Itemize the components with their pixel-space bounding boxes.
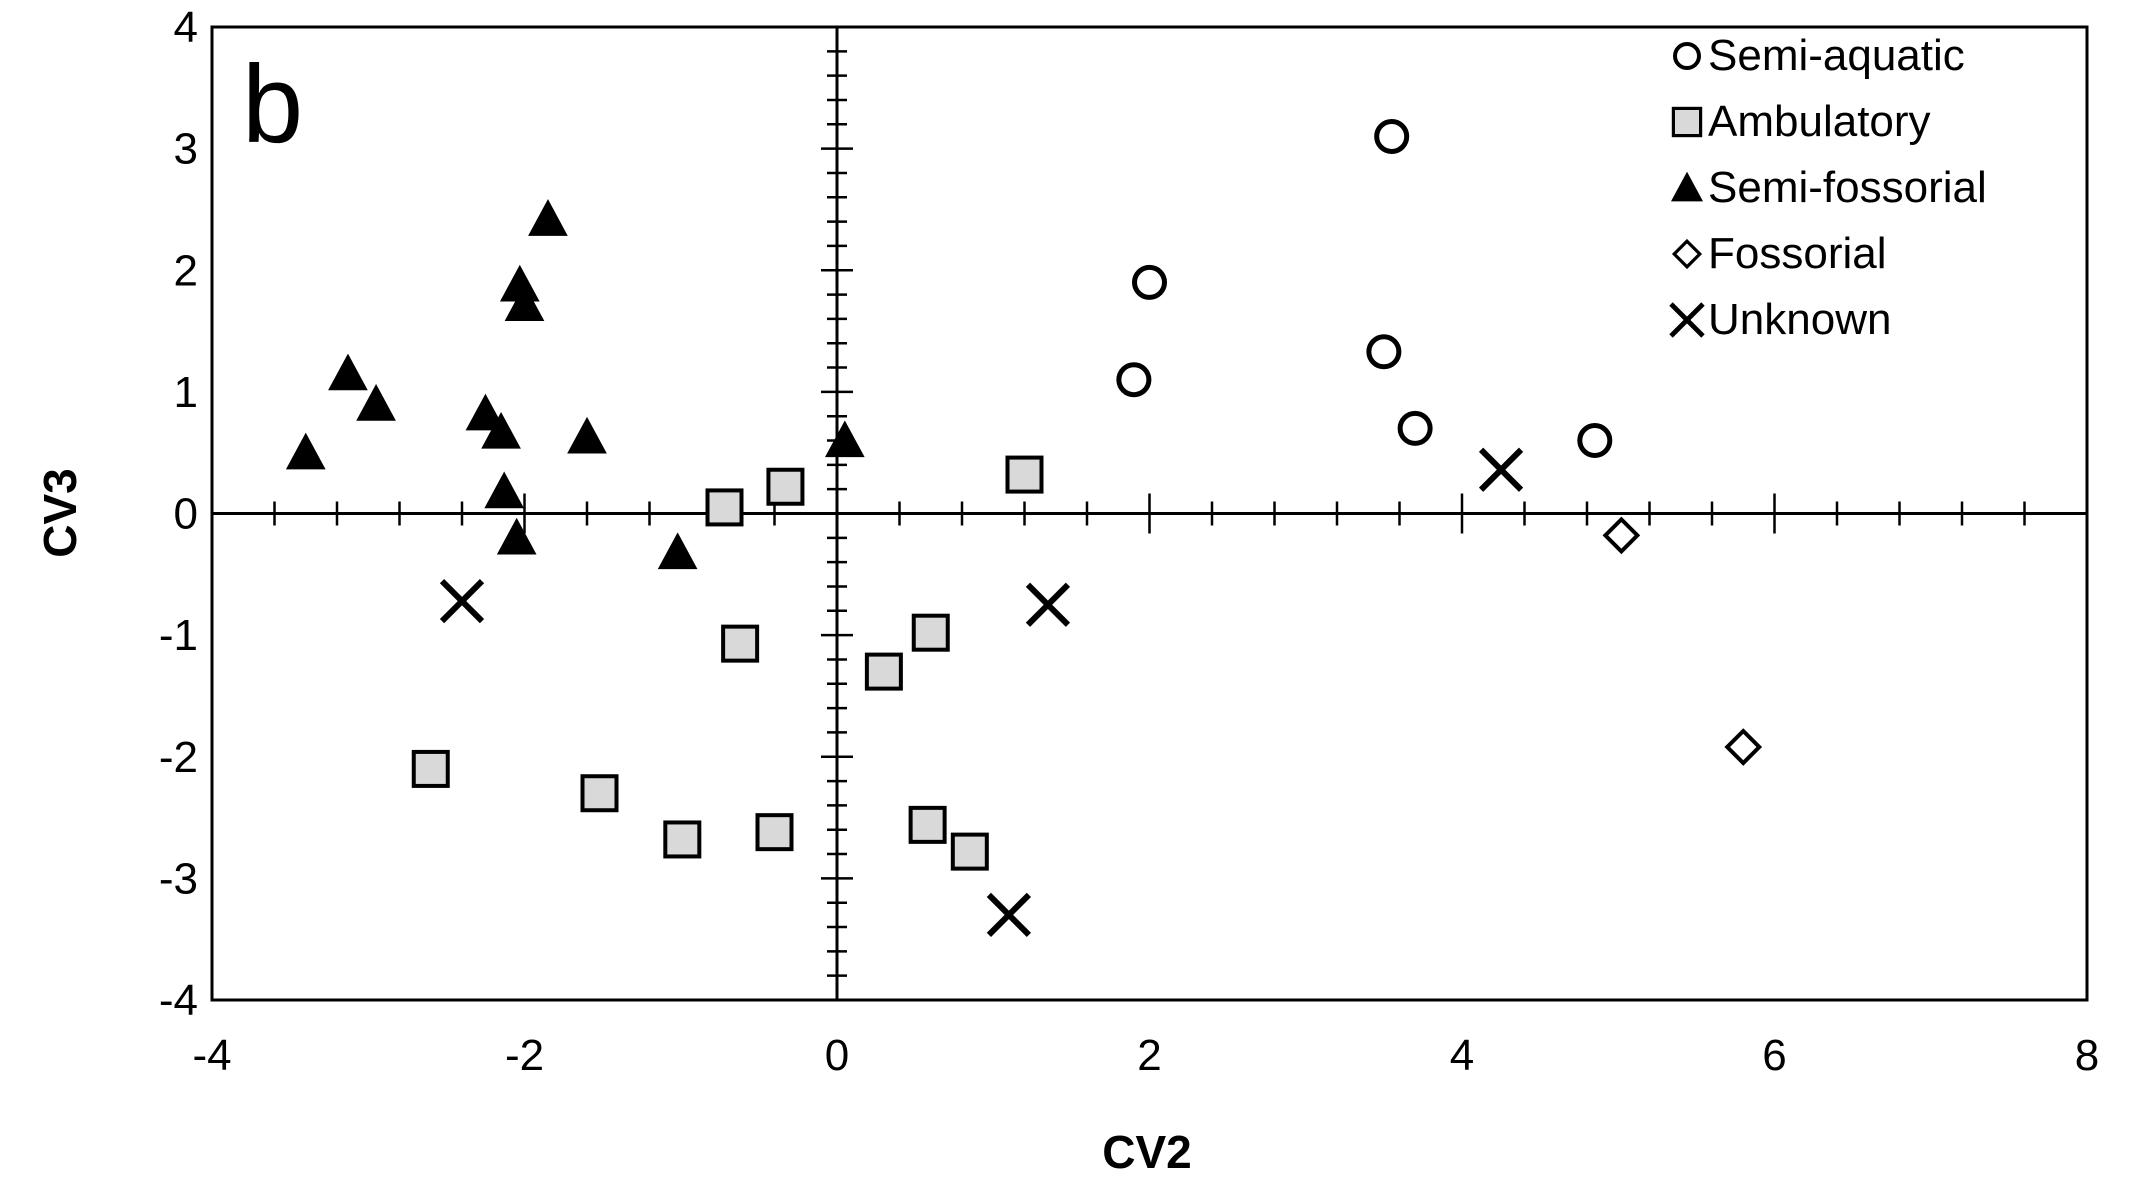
point-ambulatory: [705, 488, 744, 527]
point-semi-aquatic: [1577, 423, 1613, 459]
legend-entry-fossorial: Fossorial: [1671, 229, 1887, 278]
point-semi-fossorial: [328, 353, 368, 391]
legend-label-ambulatory: Ambulatory: [1708, 97, 1931, 146]
point-ambulatory: [755, 813, 794, 852]
cross-stroke: [439, 578, 485, 624]
y-tick-label: 3: [174, 125, 198, 174]
point-ambulatory: [911, 613, 950, 652]
x-tick-label: -2: [505, 1031, 544, 1080]
legend-label-semi-fossorial: Semi-fossorial: [1708, 163, 1987, 212]
y-tick-label: 1: [174, 368, 198, 417]
point-semi-fossorial: [567, 416, 607, 454]
point-ambulatory: [580, 774, 619, 813]
x-tick-label: -4: [192, 1031, 231, 1080]
point-semi-fossorial: [528, 199, 568, 236]
point-unknown: [1025, 582, 1071, 627]
point-semi-fossorial: [824, 420, 865, 458]
cross-stroke: [1669, 302, 1705, 338]
y-tick-label: -2: [159, 733, 198, 782]
x-axis-title: CV2: [1102, 1126, 1191, 1178]
legend: Semi-aquatic Ambulatory Semi-fossorial Foss…: [1669, 31, 1987, 344]
legend-entry-semi-fossorial: Semi-fossorial: [1670, 163, 1987, 212]
point-ambulatory: [766, 467, 805, 506]
cross-stroke: [1025, 582, 1071, 627]
point-semi-fossorial: [356, 383, 396, 421]
legend-marker-fossorial: [1671, 238, 1703, 270]
tick-labels: -4 -2 0 2 4 6 8 -4 -3 -2 -1 0 1 2 3 4: [159, 3, 2099, 1080]
point-semi-aquatic: [1374, 118, 1410, 154]
legend-marker-semi-fossorial: [1670, 171, 1704, 202]
legend-label-fossorial: Fossorial: [1708, 229, 1887, 278]
point-semi-fossorial: [657, 532, 698, 570]
point-semi-fossorial: [504, 284, 545, 321]
x-tick-label: 0: [825, 1031, 849, 1080]
legend-entry-ambulatory: Ambulatory: [1671, 97, 1931, 146]
point-semi-fossorial: [484, 471, 525, 509]
data-points: [285, 118, 1763, 937]
legend-marker-unknown: [1669, 302, 1705, 338]
point-semi-aquatic: [1366, 334, 1402, 370]
legend-label-unknown: Unknown: [1708, 295, 1891, 344]
point-semi-aquatic: [1116, 362, 1152, 398]
legend-entry-unknown: Unknown: [1669, 295, 1891, 344]
point-ambulatory: [721, 624, 760, 663]
y-axis-title: CV3: [34, 468, 86, 557]
x-tick-label: 2: [1137, 1031, 1161, 1080]
point-semi-fossorial: [465, 393, 506, 431]
y-tick-label: 4: [174, 3, 198, 52]
legend-marker-ambulatory: [1671, 106, 1703, 138]
point-unknown: [986, 892, 1031, 937]
legend-entry-semi-aquatic: Semi-aquatic: [1673, 31, 1965, 80]
point-unknown: [1478, 447, 1524, 492]
point-semi-aquatic: [1397, 410, 1433, 446]
point-fossorial: [1724, 728, 1763, 766]
point-ambulatory: [950, 832, 989, 871]
point-semi-fossorial: [496, 517, 537, 555]
legend-label-semi-aquatic: Semi-aquatic: [1708, 31, 1965, 80]
point-ambulatory: [663, 820, 702, 859]
point-fossorial: [1602, 516, 1641, 555]
point-ambulatory: [908, 805, 947, 844]
y-tick-label: -1: [159, 611, 198, 660]
legend-marker-semi-aquatic: [1673, 42, 1701, 70]
point-unknown: [439, 578, 485, 624]
x-tick-label: 4: [1450, 1031, 1474, 1080]
y-tick-label: 2: [174, 246, 198, 295]
point-ambulatory: [411, 749, 450, 788]
point-semi-fossorial: [481, 411, 521, 449]
point-semi-fossorial: [285, 432, 326, 470]
panel-label: b: [242, 43, 303, 166]
point-semi-aquatic: [1132, 264, 1167, 300]
point-ambulatory: [1005, 455, 1044, 494]
y-tick-label: -4: [159, 976, 198, 1025]
x-tick-label: 8: [2075, 1031, 2099, 1080]
point-ambulatory: [864, 652, 903, 691]
y-tick-label: -3: [159, 854, 198, 903]
y-tick-label: 0: [174, 490, 198, 539]
x-tick-label: 6: [1762, 1031, 1786, 1080]
cross-stroke: [986, 892, 1031, 937]
cross-stroke: [1478, 447, 1524, 492]
